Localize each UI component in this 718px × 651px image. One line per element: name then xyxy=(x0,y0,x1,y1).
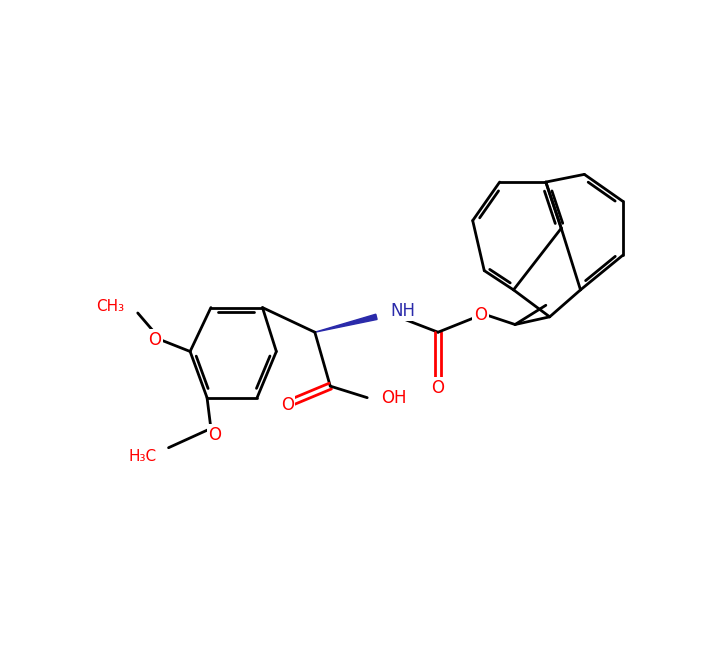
Text: CH₃: CH₃ xyxy=(95,299,124,314)
Text: NH: NH xyxy=(391,301,415,320)
Text: O: O xyxy=(474,306,487,324)
Text: O: O xyxy=(208,426,221,443)
Polygon shape xyxy=(315,314,377,332)
Text: O: O xyxy=(281,396,294,415)
Text: H₃C: H₃C xyxy=(129,449,157,464)
Text: O: O xyxy=(432,379,444,396)
Text: O: O xyxy=(148,331,161,349)
Text: OH: OH xyxy=(381,389,406,407)
